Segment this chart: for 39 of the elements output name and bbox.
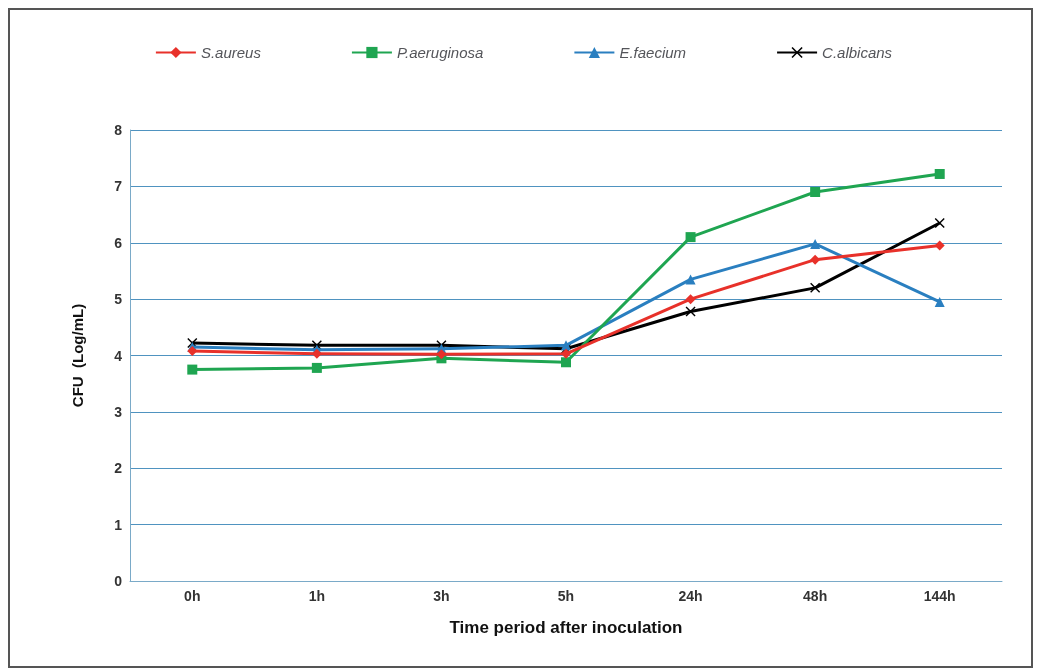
point <box>187 364 198 375</box>
point <box>685 306 696 317</box>
y-axis-title: CFU (Log/mL) <box>69 303 86 408</box>
y-tick-label: 3 <box>114 403 123 420</box>
point <box>436 349 447 360</box>
y-tick-label: 0 <box>114 573 123 589</box>
point <box>685 232 696 243</box>
x-tick-label: 5h <box>557 588 575 604</box>
point <box>810 282 821 293</box>
y-tick-label: 7 <box>114 178 123 195</box>
x-axis-title: Time period after inoculation <box>449 618 683 637</box>
legend-label: E.faecium <box>619 44 687 61</box>
y-tick-label: 2 <box>114 460 123 477</box>
point <box>810 187 821 198</box>
x-tick-label: 1h <box>308 588 326 604</box>
x-tick-label: 48h <box>803 588 828 604</box>
legend-label: S.aureus <box>200 44 262 61</box>
x-tick-label: 144h <box>923 588 956 604</box>
point <box>311 362 322 373</box>
point <box>934 218 945 229</box>
y-tick-label: 4 <box>114 347 123 364</box>
y-tick-label: 5 <box>114 291 123 308</box>
y-tick-label: 8 <box>114 122 123 138</box>
point <box>685 274 696 285</box>
point <box>934 240 945 251</box>
y-tick-label: 1 <box>114 516 123 533</box>
point <box>934 168 945 179</box>
point <box>934 296 945 307</box>
point <box>810 254 821 265</box>
point <box>685 294 696 305</box>
x-tick-label: 24h <box>678 588 703 604</box>
x-tick-label: 3h <box>433 588 450 604</box>
legend-label: P.aeruginosa <box>396 44 484 61</box>
y-tick-label: 6 <box>114 234 123 251</box>
point <box>561 348 571 359</box>
x-tick-label: 0h <box>184 588 201 604</box>
point <box>810 238 821 249</box>
legend-label: C.albicans <box>822 44 893 61</box>
point <box>561 357 571 368</box>
